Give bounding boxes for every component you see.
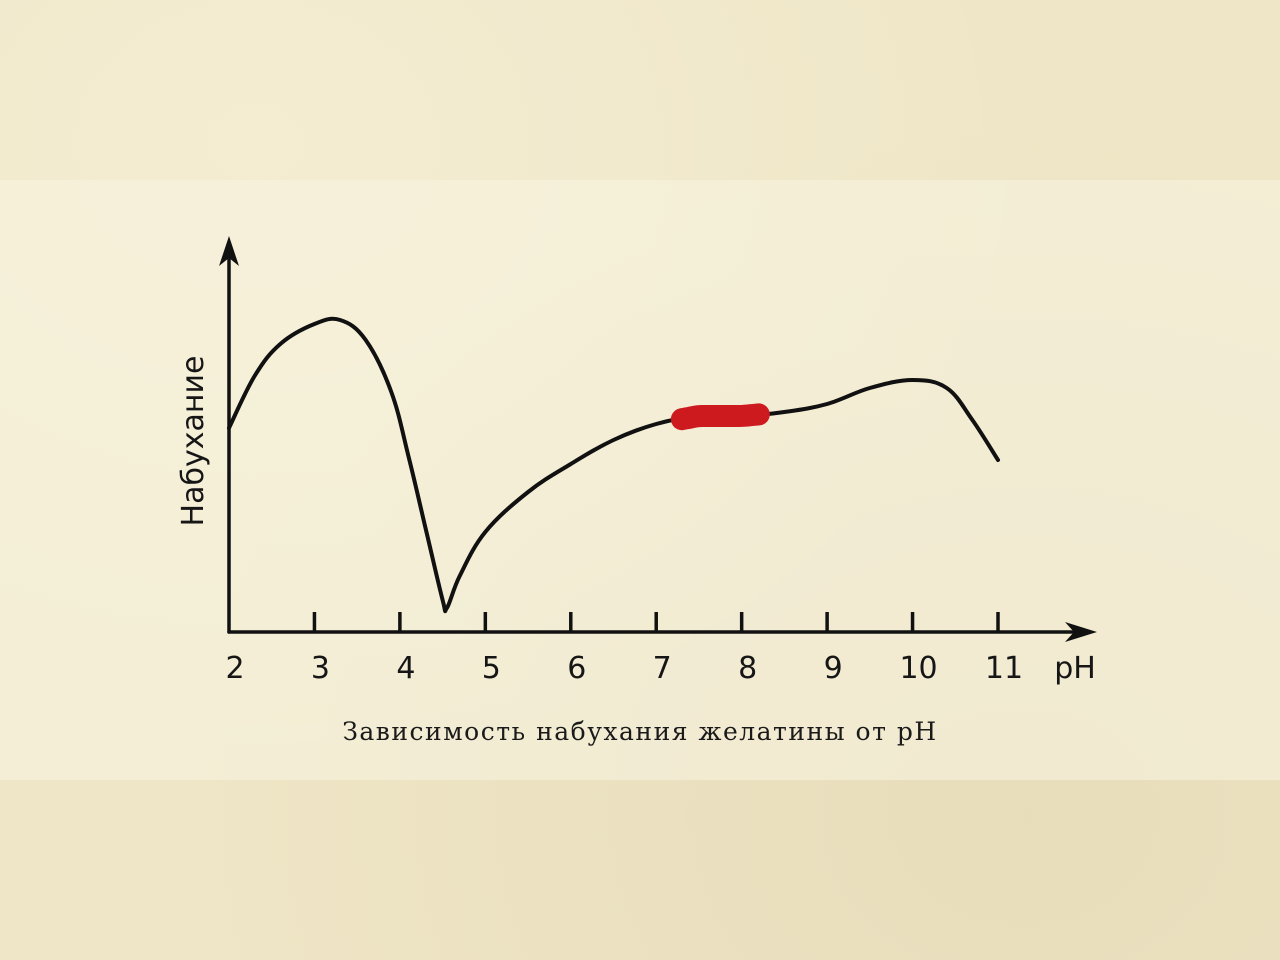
x-axis-arrowhead xyxy=(1065,622,1097,642)
x-tick-label-8: 8 xyxy=(738,651,757,686)
paper-light-band xyxy=(0,180,1280,780)
x-tick-labels: 2 3 4 5 6 7 8 9 10 11 xyxy=(225,651,1023,686)
x-tick-label-6: 6 xyxy=(567,651,586,686)
x-tick-label-4: 4 xyxy=(396,651,415,686)
x-ticks xyxy=(312,612,1000,632)
highlight-segment xyxy=(670,403,770,431)
x-tick-label-2: 2 xyxy=(225,651,244,686)
x-tick-label-3: 3 xyxy=(311,651,330,686)
x-tick-label-5: 5 xyxy=(482,651,501,686)
x-tick-label-11: 11 xyxy=(985,651,1023,686)
x-tick-label-9: 9 xyxy=(824,651,843,686)
y-axis-arrowhead xyxy=(219,236,239,266)
chart-caption: Зависимость набухания желатины от pH xyxy=(342,717,937,746)
axes xyxy=(219,236,1097,642)
swelling-curve xyxy=(227,316,1000,614)
x-axis-label: pH xyxy=(1054,651,1096,686)
x-tick-label-7: 7 xyxy=(653,651,672,686)
y-axis-label: Набухание xyxy=(176,356,211,527)
x-tick-label-10: 10 xyxy=(899,651,937,686)
